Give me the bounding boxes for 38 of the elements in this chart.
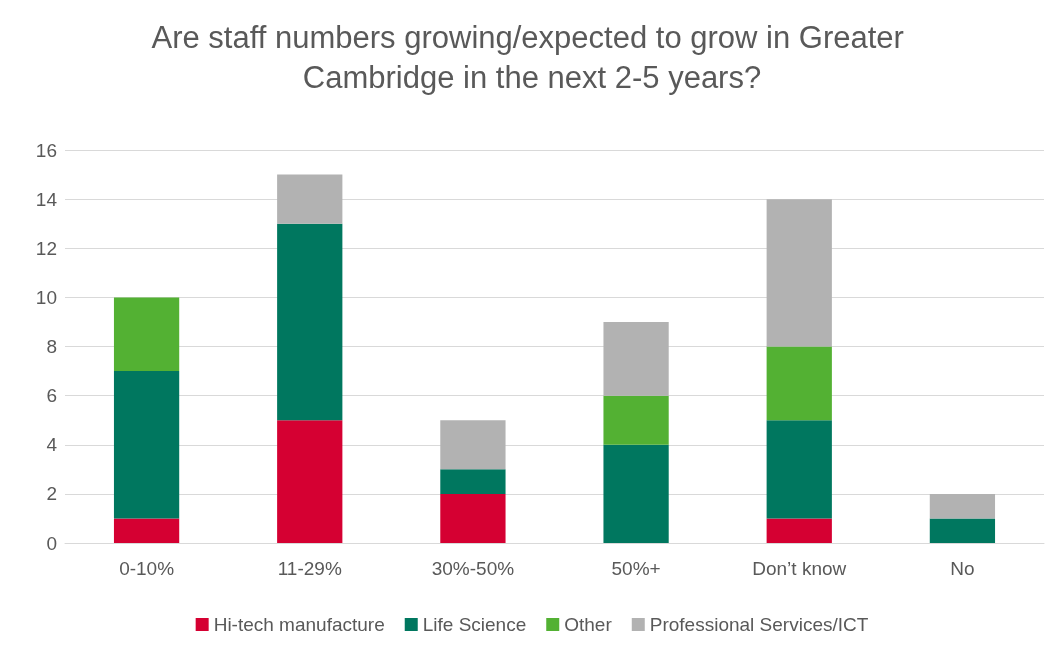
x-tick-label: 11-29% (277, 558, 342, 579)
bar (603, 321, 669, 396)
y-tick-label: 6 (46, 385, 57, 407)
bar (929, 493, 996, 519)
y-tick-label: 12 (35, 237, 57, 259)
bar (603, 395, 669, 445)
y-tick-label: 10 (35, 286, 57, 308)
bar (440, 420, 506, 470)
bar (277, 223, 343, 421)
legend-label: Life Science (422, 614, 527, 635)
bar (277, 420, 343, 543)
x-tick-label: 50%+ (611, 558, 661, 579)
bar (113, 518, 180, 543)
y-tick-label: 2 (46, 483, 57, 505)
legend-label: Professional Services/ICT (649, 614, 869, 635)
x-tick-label: 30%-50% (431, 558, 515, 579)
chart-title: Are staff numbers growing/expected to grow in Greater Cambridge in the next 2-5 years? (151, 19, 913, 95)
x-tick-label: No (950, 558, 975, 579)
bar (929, 518, 996, 543)
x-tick-label: 0-10% (119, 558, 175, 579)
y-tick-label: 8 (46, 336, 57, 357)
y-tick-label: 16 (35, 139, 57, 161)
y-tick-label: 4 (46, 434, 58, 456)
bar (766, 518, 832, 543)
x-tick-label: Don’t know (752, 558, 847, 579)
legend-label: Other (564, 614, 613, 635)
bar (440, 469, 506, 494)
y-tick-label: 14 (35, 188, 58, 210)
bar (277, 174, 343, 224)
bar (766, 199, 832, 347)
bar (603, 444, 669, 543)
bar (440, 493, 506, 543)
bar (766, 420, 832, 519)
legend-label: Hi-tech manufacture (213, 614, 385, 635)
y-tick-label: 0 (46, 532, 57, 554)
bar (113, 297, 180, 372)
bar (766, 346, 832, 421)
bar (113, 371, 180, 519)
